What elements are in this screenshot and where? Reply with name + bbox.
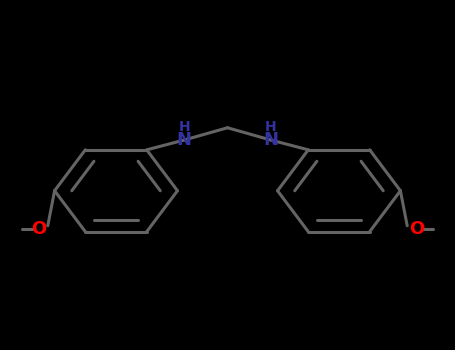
Text: H: H: [265, 120, 277, 134]
Text: O: O: [31, 220, 46, 238]
Text: O: O: [409, 220, 424, 238]
Text: H: H: [178, 120, 190, 134]
Text: N: N: [177, 131, 192, 149]
Text: N: N: [263, 131, 278, 149]
